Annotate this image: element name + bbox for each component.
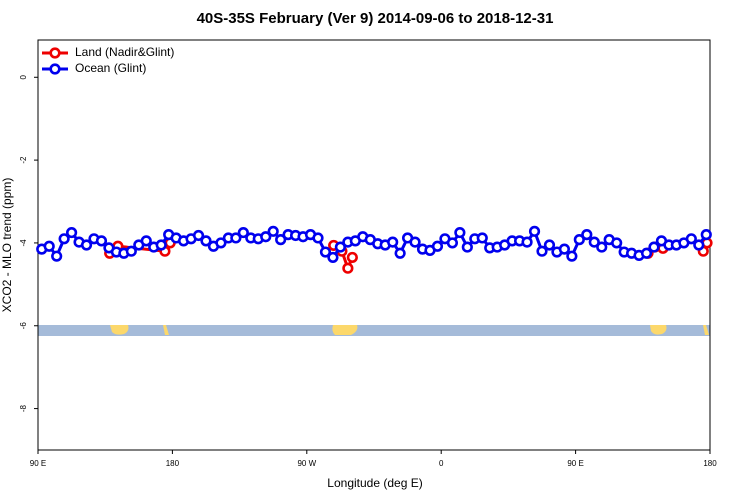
data-point [260, 231, 272, 243]
data-point [51, 250, 63, 262]
chart-title: 40S-35S February (Ver 9) 2014-09-06 to 2… [197, 10, 554, 27]
data-point [640, 247, 653, 259]
y-axis-label: XCO2 - MLO trend (ppm) [0, 178, 14, 313]
data-point [319, 246, 332, 258]
y-tick-label: 0 [19, 74, 28, 79]
data-point [200, 235, 212, 247]
x-tick-label: 180 [166, 459, 180, 468]
data-point [461, 241, 473, 253]
legend-marker [49, 63, 61, 75]
data-point [693, 239, 705, 251]
data-point [566, 250, 578, 262]
data-point [700, 229, 712, 241]
data-point [387, 236, 399, 248]
data-point [342, 262, 354, 274]
data-point [596, 241, 608, 253]
data-point [267, 225, 279, 237]
x-tick-label: 90 E [30, 459, 46, 468]
data-point [312, 232, 324, 244]
map-strip [38, 325, 710, 336]
data-point [155, 239, 167, 251]
data-point [80, 239, 93, 251]
data-point [140, 235, 152, 247]
data-point [394, 247, 406, 259]
x-tick-label: 0 [439, 459, 444, 468]
data-point [58, 233, 70, 245]
data-point [346, 251, 358, 264]
data-point [573, 234, 585, 246]
data-point [588, 236, 600, 248]
y-tick-label: -2 [19, 156, 28, 164]
legend: Land (Nadir&Glint) Ocean (Glint) [42, 45, 174, 75]
data-point [521, 236, 533, 248]
x-tick-label: 90 E [567, 459, 583, 468]
data-point [528, 225, 541, 237]
data-point [431, 240, 444, 252]
legend-label: Ocean (Glint) [75, 61, 146, 75]
data-point [454, 226, 466, 239]
data-point [327, 251, 339, 264]
data-point [476, 232, 488, 244]
data-point [536, 245, 548, 257]
data-point [581, 229, 593, 241]
data-point [685, 233, 697, 245]
data-point [192, 229, 205, 242]
data-point [334, 241, 347, 253]
y-tick-label: -4 [19, 239, 28, 247]
data-point [95, 235, 108, 247]
data-point [409, 236, 421, 248]
data-point [125, 245, 137, 257]
data-point [446, 237, 459, 249]
legend-label: Land (Nadir&Glint) [75, 45, 174, 59]
data-point [543, 239, 556, 251]
data-point [215, 237, 227, 249]
x-tick-label: 180 [703, 459, 717, 468]
data-point [43, 240, 55, 252]
y-tick-label: -8 [19, 404, 28, 412]
x-axis-label: Longitude (deg E) [327, 476, 422, 490]
series [36, 225, 712, 264]
y-tick-label: -6 [19, 322, 28, 330]
data-point [230, 232, 242, 244]
data-point [275, 234, 287, 246]
data-point [65, 226, 78, 239]
data-point [237, 226, 249, 239]
x-tick-label: 90 W [297, 459, 316, 468]
legend-marker [49, 47, 61, 59]
data-point [558, 243, 571, 255]
data-point [611, 237, 623, 249]
data-point [648, 241, 660, 253]
